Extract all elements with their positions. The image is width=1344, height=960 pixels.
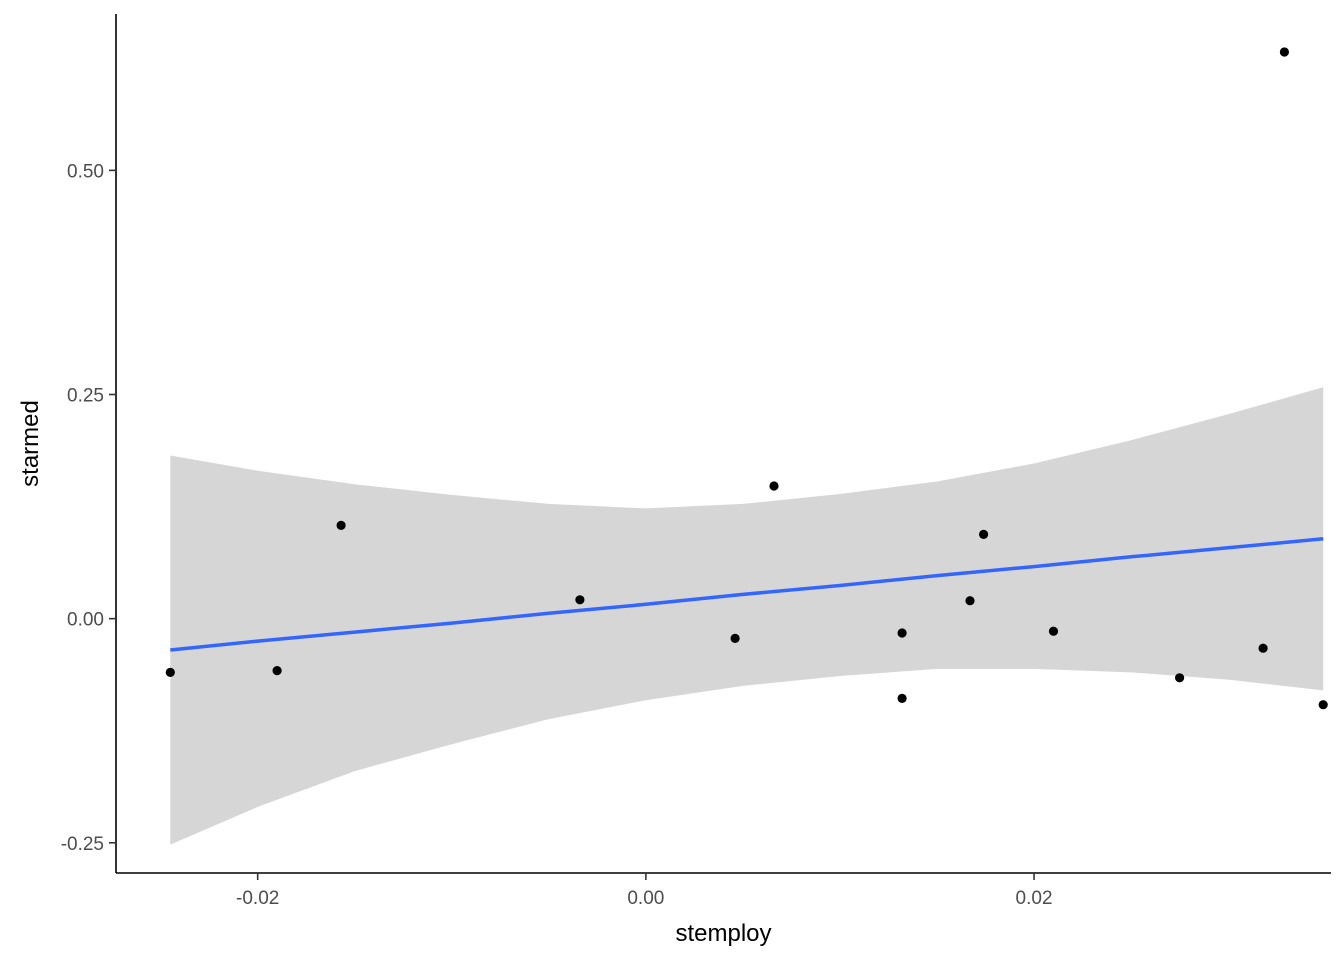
x-tick-label-3: 0.02 [1016, 888, 1053, 909]
data-point-1 [165, 667, 175, 678]
y-tick-label-4: 0.50 [67, 161, 104, 182]
x-axis-ticks: -0.02 0.00 0.02 [236, 873, 1053, 909]
data-point-9 [965, 596, 975, 606]
data-point-11 [1048, 626, 1059, 636]
data-points [165, 47, 1328, 710]
data-point-3 [336, 520, 346, 531]
data-point-8 [897, 693, 907, 704]
y-axis-ticks: -0.25 0.00 0.25 0.50 [61, 161, 116, 855]
confidence-band [170, 387, 1324, 845]
data-point-10 [979, 529, 989, 540]
plot-panel [165, 47, 1328, 845]
data-point-4 [575, 595, 585, 605]
data-point-7 [897, 628, 907, 638]
y-axis-title: starmed [17, 400, 44, 487]
y-tick-label-2: 0.00 [67, 610, 104, 631]
y-tick-label-1: -0.25 [61, 834, 104, 855]
data-point-14 [1279, 47, 1289, 57]
data-point-2 [272, 666, 282, 676]
regression-line [170, 537, 1324, 652]
data-point-5 [730, 633, 740, 644]
data-point-13 [1258, 643, 1268, 653]
y-tick-label-3: 0.25 [67, 386, 104, 407]
data-point-6 [769, 481, 779, 491]
x-tick-label-2: 0.00 [627, 888, 664, 909]
data-point-12 [1175, 673, 1185, 683]
x-tick-label-1: -0.02 [236, 888, 279, 909]
x-axis-title: stemploy [675, 920, 771, 947]
data-point-15 [1318, 700, 1328, 710]
